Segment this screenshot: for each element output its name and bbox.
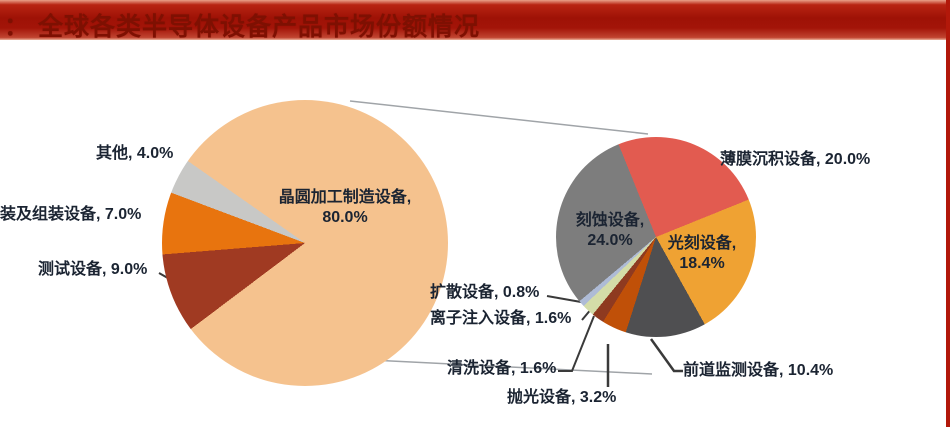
label-wafer-processing: 晶圆加工制造设备, 80.0% [250, 188, 440, 228]
label-test-equipment: 测试设备, 9.0% [38, 261, 148, 278]
label-ion-implant-equipment: 离子注入设备, 1.6% [430, 310, 572, 327]
label-wafer-processing-value: 80.0% [322, 209, 368, 226]
label-etch-name: 刻蚀设备, [575, 212, 645, 229]
explosion-line-top [349, 100, 649, 135]
leader-line-inspection-equipment [649, 338, 683, 373]
page-title: ： 全球各类半导体设备产品市场份额情况 [4, 13, 480, 41]
label-litho-equipment: 光刻设备, 18.4% [647, 234, 757, 274]
label-litho-name: 光刻设备, [667, 235, 737, 252]
breakdown-pie-chart [556, 137, 756, 337]
label-etch-equipment: 刻蚀设备, 24.0% [555, 211, 665, 251]
label-polish-equipment: 抛光设备, 3.2% [507, 389, 617, 406]
label-etch-value: 24.0% [587, 232, 633, 249]
header-bar: ： 全球各类半导体设备产品市场份额情况 [0, 0, 950, 41]
label-other: 其他, 4.0% [96, 145, 174, 162]
label-wafer-processing-name: 晶圆加工制造设备, [278, 189, 412, 206]
label-clean-equipment: 清洗设备, 1.6% [447, 360, 557, 377]
label-inspection-equipment: 前道监测设备, 10.4% [683, 362, 834, 379]
label-packaging-equipment: 封装及组装设备, 7.0% [0, 206, 142, 223]
right-edge-accent-bar [946, 0, 950, 427]
label-thin-film-equipment: 薄膜沉积设备, 20.0% [720, 151, 871, 168]
label-litho-value: 18.4% [679, 255, 725, 272]
overall-pie-chart [162, 100, 448, 386]
label-diffusion-equipment: 扩散设备, 0.8% [430, 284, 540, 301]
